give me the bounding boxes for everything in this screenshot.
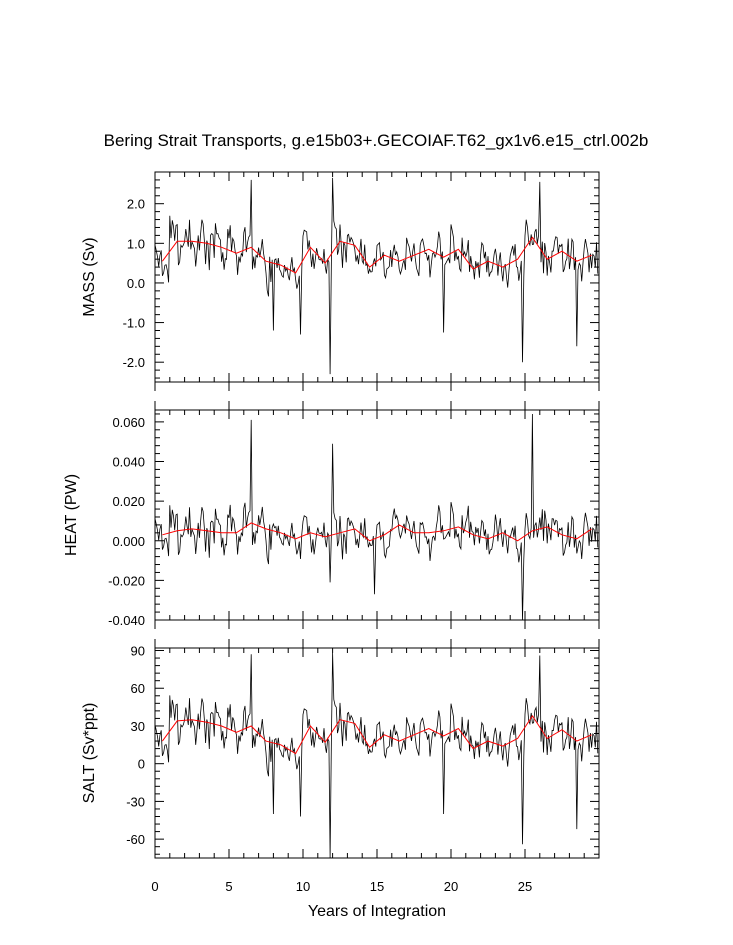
panel-mass-x-ticks [154,172,600,391]
panel-salt-y-tick-label: 0 [138,757,145,772]
panel-mass-y-axis-label: MASS (Sv) [81,237,98,316]
panel-heat-y-ticks [155,413,599,621]
panel-salt-y-ticks [155,650,599,855]
panel-mass-y-ticks [155,171,599,379]
series-salt-monthly [154,652,599,859]
panel-mass-frame [154,171,600,383]
panel-salt-y-tick-label: 90 [131,644,145,659]
panel-heat-y-tick-label: 0.040 [112,455,145,470]
panel-salt-y-tick-label: 30 [131,719,145,734]
panel-heat-x-ticks [154,401,600,629]
panel-mass-y-tick-label: -2.0 [123,355,145,370]
panel-salt-frame [154,647,600,859]
panel-salt-x-ticks [154,639,600,858]
x-tick-label: 15 [370,879,384,894]
x-axis-label: Years of Integration [308,903,446,920]
panel-salt-y-tick-label: -60 [126,832,145,847]
panel-heat-y-tick-label: -0.020 [108,573,145,588]
panel-heat-y-tick-label: 0.020 [112,494,145,509]
chart-title: Bering Strait Transports, g.e15b03+.GECO… [104,131,649,150]
panel-heat-y-axis-label: HEAT (PW) [63,474,80,556]
x-tick-label: 25 [518,879,532,894]
panel-mass-y-tick-label: 1.0 [127,236,145,251]
series-mass-monthly [154,177,599,375]
panel-heat: 0.060 0.040 0.020 0.000 -0.020 -0.040 HEAT (PW… [63,401,600,629]
panel-salt-y-tick-label: 60 [131,681,145,696]
panel-mass-y-tick-label: 0.0 [127,276,145,291]
series-salt-annual-mean [161,714,592,755]
panel-heat-y-tick-label: 0.060 [112,415,145,430]
panels-layer: 2.0 1.0 0.0 -1.0 -2.0 MASS (Sv) 0.060 0.040 0.02… [63,171,600,859]
panel-mass: 2.0 1.0 0.0 -1.0 -2.0 MASS (Sv) [81,171,600,391]
panel-salt-y-axis-label: SALT (Sv*ppt) [81,703,98,804]
series-heat-annual-mean [162,522,592,542]
x-tick-label: 10 [296,879,310,894]
series-mass-annual-mean [161,236,592,274]
x-tick-label: 20 [444,879,458,894]
panel-mass-y-tick-label: 2.0 [127,197,145,212]
panel-mass-y-tick-label: -1.0 [123,316,145,331]
x-axis-tick-labels: 0 5 10 15 20 25 [151,879,532,894]
panel-salt: 90 60 30 0 -30 -60 SALT (Sv*ppt) [81,639,600,859]
x-tick-label: 0 [151,879,158,894]
panel-heat-y-tick-label: -0.040 [108,613,145,628]
x-tick-label: 5 [225,879,232,894]
series-heat-monthly [154,413,599,621]
panel-heat-y-tick-label: 0.000 [112,534,145,549]
panel-salt-y-tick-label: -30 [126,794,145,809]
